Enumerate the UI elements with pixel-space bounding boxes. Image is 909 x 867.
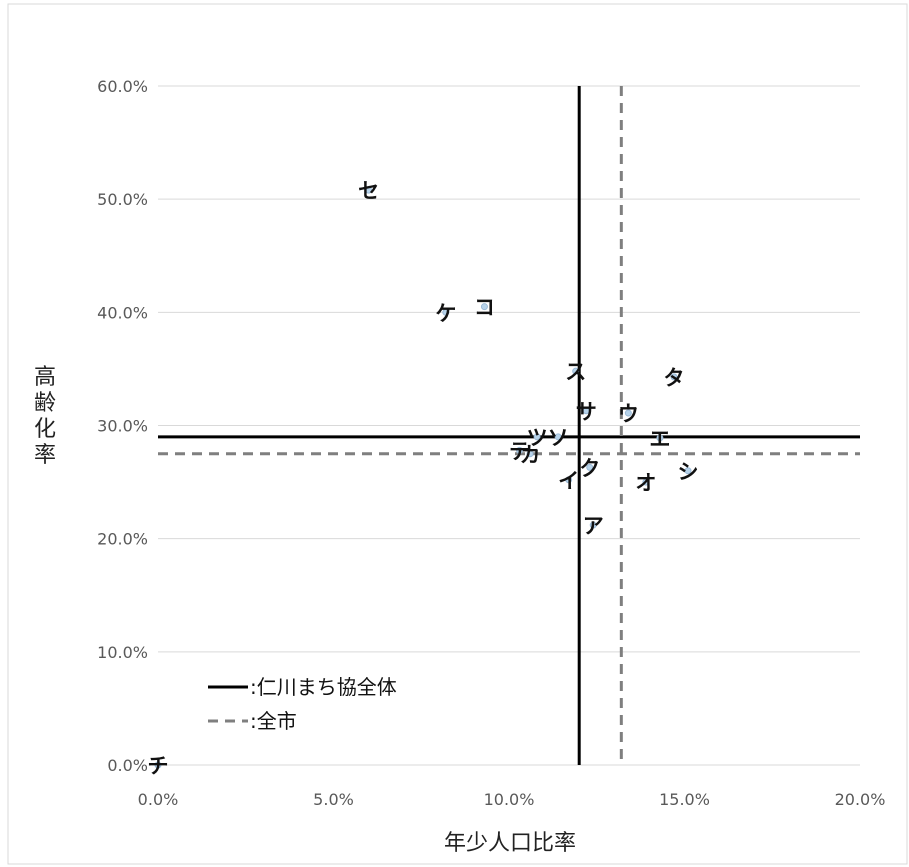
point-label: ク [579,456,600,480]
point-label: イ [558,469,579,493]
chart-border [7,3,908,865]
data-point [554,433,562,441]
y-tick-label: 40.0% [97,303,148,322]
point-label: オ [635,471,656,495]
point-label: タ [663,366,684,390]
x-tick-label: 5.0% [313,790,354,809]
y-tick-labels: 0.0% 10.0% 20.0% 30.0% 40.0% 50.0% 60.0% [97,77,148,775]
point-label: ツ [527,426,548,450]
data-point [565,476,573,484]
data-point [684,467,692,475]
point-labels: アイ ウエオ カク ケ コサシ ス セソ タチ ツテ [148,179,699,778]
data-point [656,434,664,442]
point-label: チ [148,754,169,778]
data-point [670,373,678,381]
x-tick-labels: 0.0% 5.0% 10.0% 15.0% 20.0% [138,790,886,809]
data-point [533,433,541,441]
data-point [586,463,594,471]
point-label: ア [583,514,604,538]
point-label: ス [565,360,586,384]
point-label: エ [649,427,670,451]
data-point [442,308,450,316]
data-point [516,446,524,454]
data-point [572,367,580,375]
legend: :仁川まち協全体 :全市 [208,675,397,733]
reference-lines [158,86,860,765]
data-point [154,761,162,769]
x-tick-label: 20.0% [835,790,886,809]
data-point [480,303,488,311]
x-tick-label: 10.0% [484,790,535,809]
data-point [589,521,597,529]
y-tick-label: 20.0% [97,530,148,549]
point-label: シ [678,460,699,484]
point-label: コ [474,296,495,320]
data-point [365,186,373,194]
data-point [582,407,590,415]
x-tick-label: 15.0% [659,790,710,809]
x-tick-label: 0.0% [138,790,179,809]
y-tick-label: 30.0% [97,417,148,436]
grid-lines [158,85,860,766]
data-point [624,409,632,417]
point-label: カ [520,443,541,467]
y-tick-label: 10.0% [97,643,148,662]
point-label: サ [576,400,597,424]
point-label: ケ [435,301,456,325]
legend-label-solid: :仁川まち協全体 [250,675,397,699]
x-axis-title: 年少人口比率 [444,831,576,856]
point-label: ソ [548,426,569,450]
y-tick-label: 0.0% [107,756,148,775]
y-axis-title: 高齢化率 [34,365,56,468]
point-label: テ [509,439,530,463]
y-tick-label: 50.0% [97,190,148,209]
point-label: セ [358,179,379,203]
data-point [642,478,650,486]
data-point [526,450,534,458]
point-label: ウ [618,402,639,426]
y-tick-label: 60.0% [97,77,148,96]
legend-label-dashed: :全市 [250,709,297,733]
